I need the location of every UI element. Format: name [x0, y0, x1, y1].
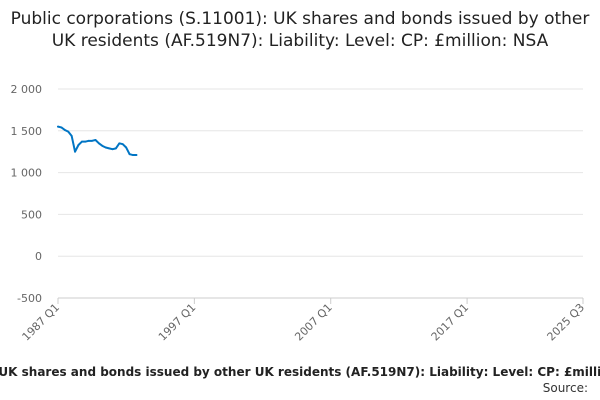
data-point[interactable]	[132, 154, 134, 156]
y-tick-label: -500	[17, 292, 42, 305]
y-tick-label: 0	[35, 250, 42, 263]
x-tick-label: 2007 Q1	[292, 301, 335, 344]
y-axis-ticks: 2 000 1 500 1 000 500 0 -500	[11, 83, 43, 305]
data-point[interactable]	[121, 143, 124, 146]
data-point[interactable]	[108, 147, 111, 150]
data-point[interactable]	[111, 148, 114, 151]
y-tick-label: 1 500	[11, 125, 43, 138]
grid-lines	[58, 88, 583, 299]
legend-series-label: Public corporations (S.11001): UK shares…	[0, 365, 600, 379]
data-point[interactable]	[67, 130, 70, 133]
chart-title: Public corporations (S.11001): UK shares…	[10, 9, 590, 51]
series-layer	[57, 125, 138, 157]
data-point[interactable]	[84, 140, 87, 143]
x-tick-label: 2025 Q3	[545, 301, 588, 344]
data-point[interactable]	[98, 142, 100, 145]
x-tick-label: 1987 Q1	[20, 301, 63, 344]
data-point[interactable]	[94, 139, 97, 141]
x-axis-ticks: 1987 Q1 1997 Q1 2007 Q1 2017 Q1 2025 Q3	[20, 298, 588, 344]
legend: Public corporations (S.11001): UK shares…	[0, 365, 600, 379]
data-point[interactable]	[118, 142, 121, 145]
data-point[interactable]	[87, 139, 90, 142]
data-point[interactable]	[101, 144, 104, 147]
x-tick-label: 1997 Q1	[156, 301, 199, 344]
data-point[interactable]	[63, 129, 66, 131]
data-point[interactable]	[104, 146, 107, 149]
data-point[interactable]	[125, 146, 128, 149]
data-point[interactable]	[77, 144, 80, 146]
data-point[interactable]	[70, 134, 73, 137]
y-tick-label: 1 000	[11, 167, 43, 180]
y-tick-label: 2 000	[11, 83, 43, 96]
data-point[interactable]	[57, 125, 59, 128]
data-point[interactable]	[91, 139, 93, 142]
data-point[interactable]	[60, 126, 63, 129]
source-label: Source:	[542, 381, 588, 395]
data-point[interactable]	[80, 140, 83, 143]
data-point[interactable]	[115, 147, 117, 150]
data-point[interactable]	[128, 153, 131, 156]
data-point[interactable]	[74, 150, 76, 153]
data-point[interactable]	[135, 154, 138, 156]
y-tick-label: 500	[21, 208, 42, 221]
x-tick-label: 2017 Q1	[429, 301, 472, 344]
